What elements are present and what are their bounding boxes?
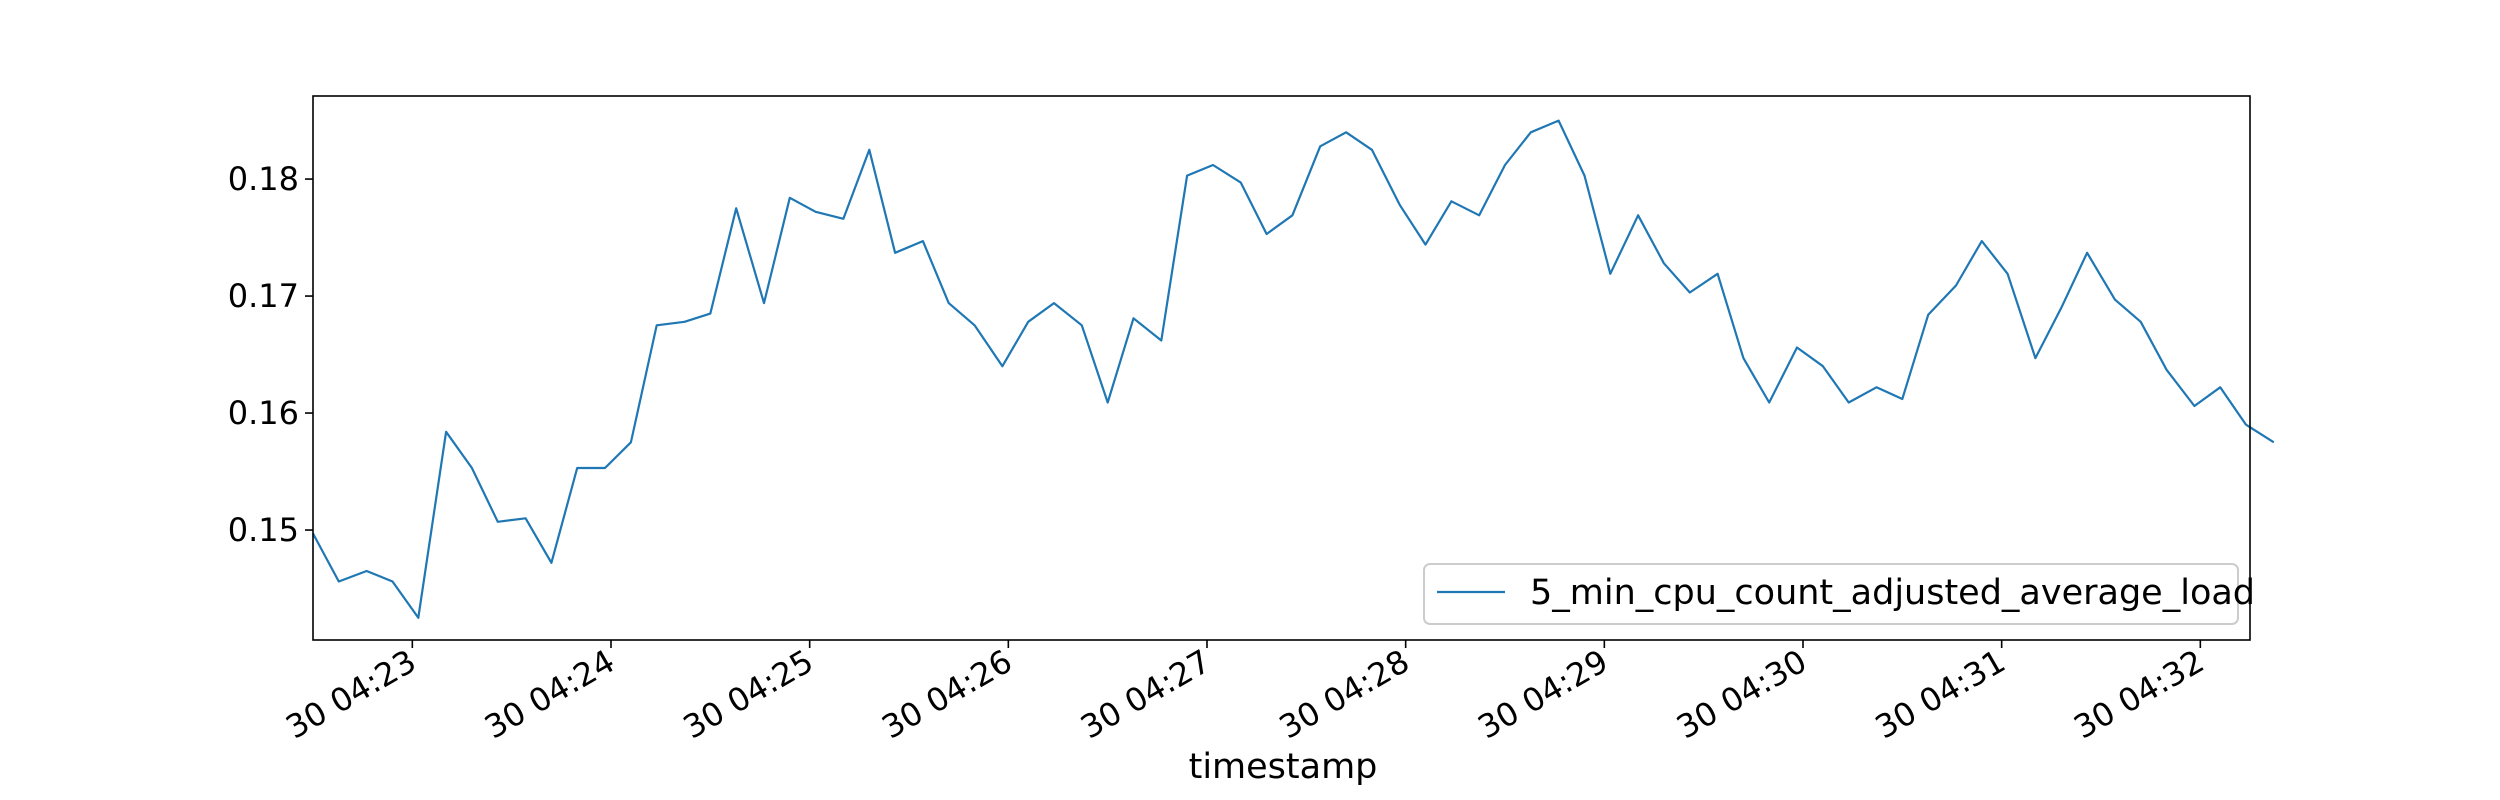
y-tick-label: 0.18	[228, 160, 299, 198]
legend: 5_min_cpu_count_adjusted_average_load	[1423, 563, 2255, 625]
y-axis: 0.15 0.16 0.17 0.18	[228, 160, 313, 549]
y-tick-label: 0.15	[228, 511, 299, 549]
y-tick-label: 0.16	[228, 394, 299, 432]
axes-frame	[312, 95, 2251, 641]
x-axis-title: timestamp	[1189, 747, 1378, 787]
legend-label: 5_min_cpu_count_adjusted_average_load	[1530, 573, 2255, 613]
y-tick-label: 0.17	[228, 277, 299, 315]
plot-area	[312, 95, 2275, 641]
legend-box	[1423, 563, 2239, 625]
series-line	[312, 119, 2275, 619]
